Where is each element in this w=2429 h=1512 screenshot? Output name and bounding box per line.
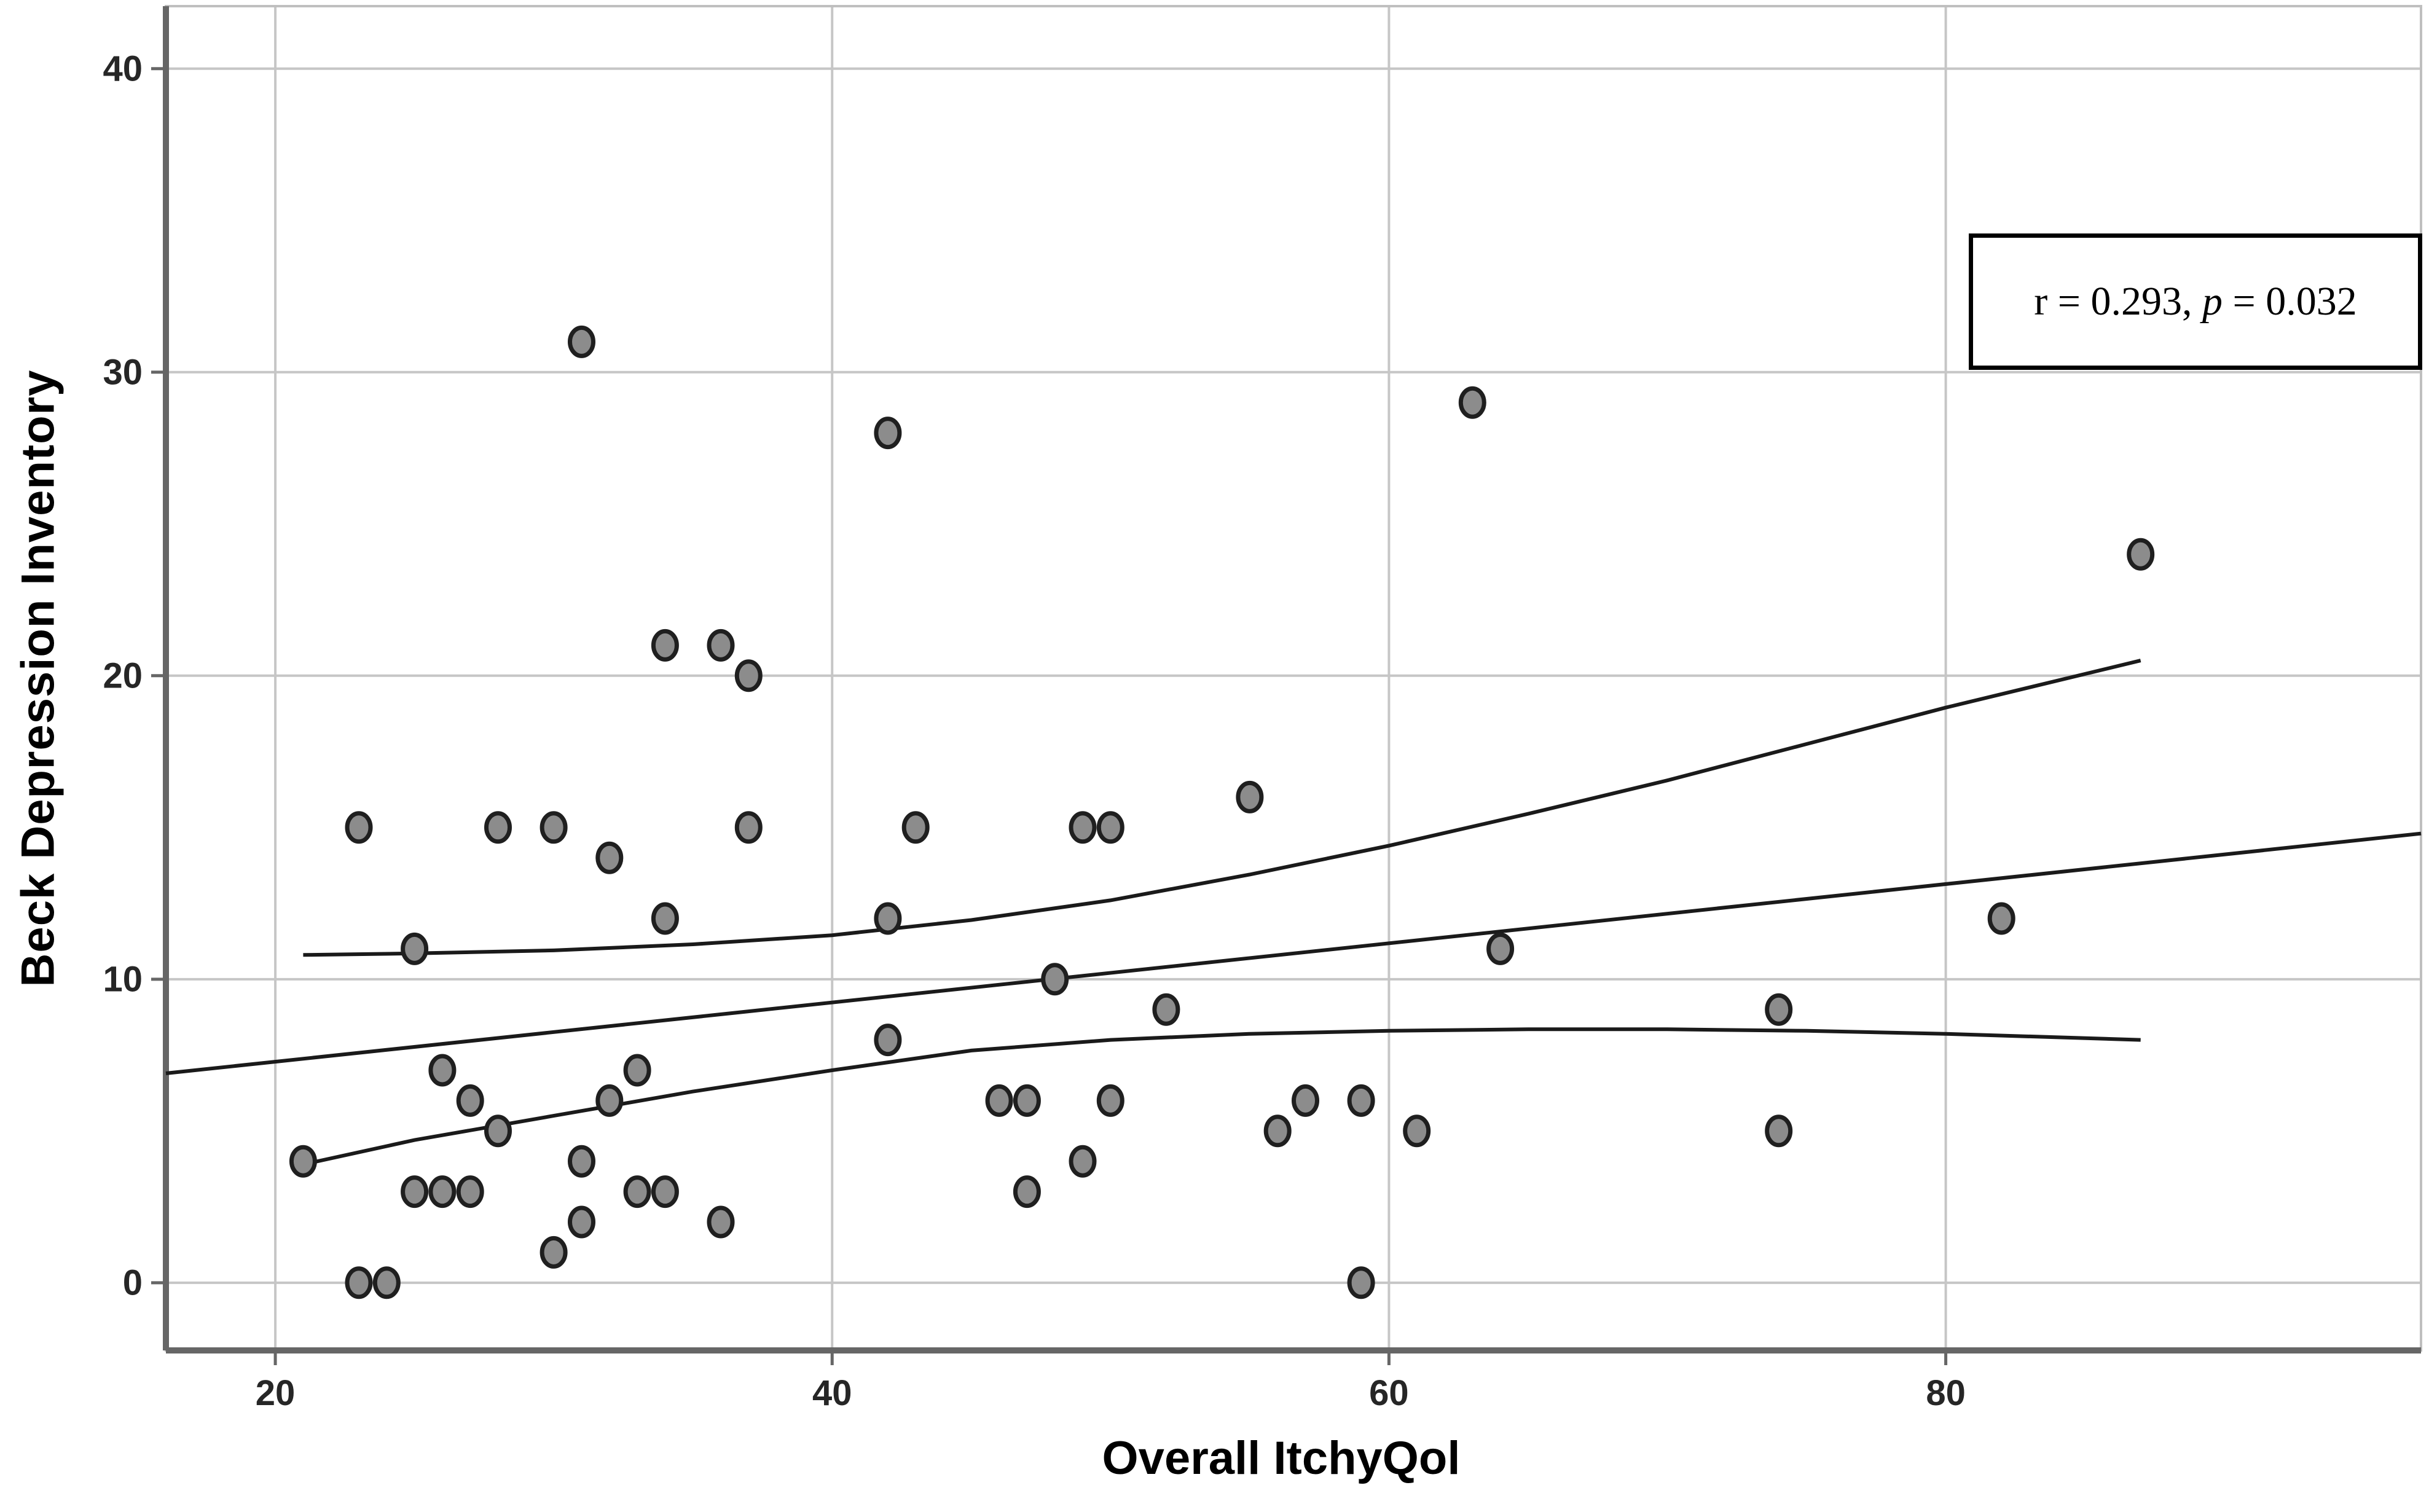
data-point <box>540 811 568 844</box>
stats-p-symbol: p <box>2202 279 2223 324</box>
data-point <box>456 1175 484 1208</box>
data-point <box>1347 1084 1375 1117</box>
data-point <box>1013 1175 1041 1208</box>
data-point <box>1765 993 1793 1026</box>
data-point <box>985 1084 1013 1117</box>
regression-fit-line <box>165 831 2422 1075</box>
x-tick-label-40: 40 <box>812 1373 852 1413</box>
data-point <box>1041 963 1069 996</box>
data-point <box>734 811 763 844</box>
data-point <box>1486 932 1515 965</box>
data-point <box>595 841 624 874</box>
x-tick-label-60: 60 <box>1369 1373 1409 1413</box>
x-tick-label-80: 80 <box>1926 1373 1966 1413</box>
data-point <box>568 325 595 358</box>
correlation-stats-box: r = 0.293, p = 0.032 <box>1969 233 2422 370</box>
data-point <box>345 811 373 844</box>
data-point <box>401 932 429 965</box>
data-point <box>595 1084 624 1117</box>
data-point <box>874 417 902 450</box>
data-point <box>651 629 679 662</box>
data-point <box>623 1054 651 1087</box>
data-point <box>707 1205 735 1239</box>
data-point <box>540 1236 568 1269</box>
data-point <box>1987 902 2015 935</box>
plot-frame <box>165 5 2422 1352</box>
data-point <box>1403 1114 1431 1148</box>
data-point <box>456 1084 484 1117</box>
y-tick-label-20: 20 <box>103 656 143 696</box>
data-point <box>2127 538 2155 571</box>
data-point <box>1069 1145 1097 1178</box>
data-point <box>372 1266 401 1299</box>
data-point <box>734 659 763 692</box>
data-point <box>289 1145 317 1178</box>
x-axis-title: Overall ItchyQol <box>1102 1432 1461 1484</box>
data-point <box>345 1266 373 1299</box>
data-point <box>874 1024 902 1057</box>
data-point <box>1765 1114 1793 1148</box>
data-point <box>1152 993 1180 1026</box>
data-point <box>1096 811 1124 844</box>
data-point <box>568 1145 595 1178</box>
data-point <box>1292 1084 1319 1117</box>
y-tick-label-10: 10 <box>103 959 143 1000</box>
data-point <box>1347 1266 1375 1299</box>
data-point <box>651 1175 679 1208</box>
x-tick-label-20: 20 <box>255 1373 296 1413</box>
data-point <box>428 1175 457 1208</box>
upper-confidence-band <box>303 659 2141 957</box>
data-point <box>1236 780 1264 813</box>
data-point <box>1458 386 1486 419</box>
data-point <box>484 1114 512 1148</box>
data-point <box>401 1175 429 1208</box>
data-point <box>901 811 930 844</box>
data-point <box>484 811 512 844</box>
data-point <box>874 902 902 935</box>
y-tick-label-40: 40 <box>103 49 143 89</box>
stats-p-text: = 0.032 <box>2222 279 2357 324</box>
y-axis-title: Beck Depression Inventory <box>12 369 65 987</box>
data-point <box>1263 1114 1292 1148</box>
data-point <box>707 629 735 662</box>
data-point <box>1096 1084 1124 1117</box>
data-point <box>1013 1084 1041 1117</box>
y-tick-label-30: 30 <box>103 352 143 393</box>
lower-confidence-band <box>302 1027 2141 1167</box>
stats-r-text: r = 0.293, <box>2034 279 2202 324</box>
data-point <box>568 1205 595 1239</box>
data-point <box>428 1054 457 1087</box>
y-tick-label-0: 0 <box>122 1263 143 1303</box>
data-point <box>651 902 679 935</box>
data-point <box>1069 811 1097 844</box>
data-point <box>623 1175 651 1208</box>
